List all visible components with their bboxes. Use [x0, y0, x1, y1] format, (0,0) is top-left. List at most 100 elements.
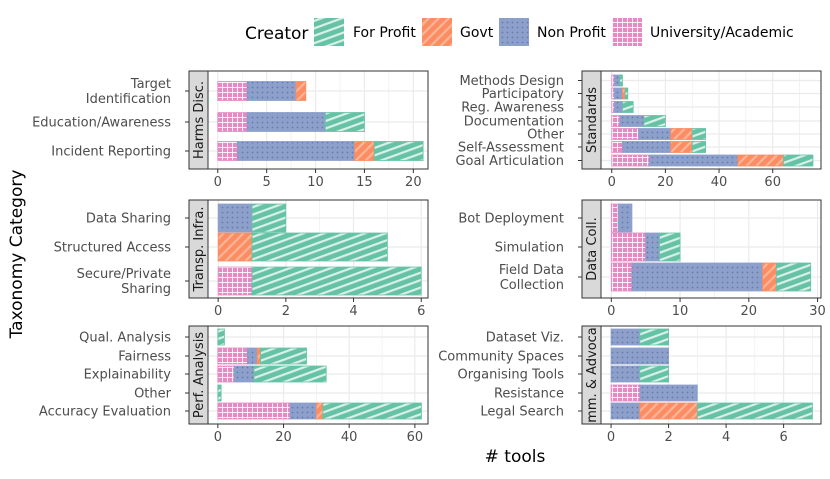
bar-transp-infra-data-sharing-non-profit [217, 203, 253, 233]
y-label-target-identification: Target Identification [86, 77, 171, 107]
x-tick-label: 2 [664, 430, 672, 445]
bar-perf-analysis-accuracy-evaluation-non-profit [289, 402, 317, 420]
bar-mm-advoca-dataset-viz-for-profit [639, 328, 669, 346]
x-tick-label: 0 [214, 304, 222, 319]
bar-standards-other-university-academic [611, 128, 639, 140]
bar-standards-goal-articulation-for-profit [783, 154, 814, 167]
bar-standards-participatory-university-academic [611, 87, 615, 100]
bar-harms-disc-education-awareness-non-profit [246, 112, 326, 132]
x-tick-label: 0 [607, 430, 615, 445]
panel-border [207, 70, 429, 170]
panel-harms-disc: Harms Disc. 0 5 10 15 20 Target Identification E… [32, 70, 429, 190]
y-label-other: Other [527, 128, 565, 143]
x-tick-label: 40 [341, 430, 358, 445]
bar-standards-documentation-non-profit [619, 115, 645, 127]
bar-standards-self-assessment-non-profit [622, 141, 672, 153]
x-tick-label: 2 [282, 304, 290, 319]
legend-swatch-govt [422, 18, 452, 46]
bar-harms-disc-incident-reporting-non-profit [236, 141, 356, 161]
bar-perf-analysis-explainability-non-profit [233, 365, 255, 383]
y-label-secure-private-sharing: Secure/Private Sharing [77, 267, 171, 297]
bar-transp-infra-structured-access-for-profit [251, 232, 388, 262]
bar-transp-infra-data-sharing-for-profit [251, 203, 287, 233]
y-label-structured-access: Structured Access [54, 241, 172, 256]
bar-harms-disc-incident-reporting-govt [354, 141, 375, 161]
x-tick-label: 20 [275, 430, 292, 445]
bar-harms-disc-target-identification-govt [295, 81, 307, 101]
bar-perf-analysis-accuracy-evaluation-for-profit [322, 402, 422, 420]
bar-data-coll-simulation-non-profit [645, 232, 660, 262]
bar-standards-participatory-govt [622, 87, 626, 100]
panel-standards: Standards 0 20 40 60 Methods DesignParticipat… [455, 70, 822, 190]
bar-data-coll-field-data-collection-for-profit [775, 262, 812, 292]
bar-standards-methods-design-for-profit [619, 74, 623, 87]
facet-label-harms-disc: Harms Disc. [192, 81, 207, 159]
bar-data-coll-simulation-for-profit [659, 232, 681, 262]
bar-perf-analysis-fairness-non-profit [247, 347, 258, 365]
panel-border [207, 199, 429, 299]
bar-harms-disc-target-identification-university-academic [217, 81, 248, 101]
x-tick-label: 20 [405, 175, 422, 190]
legend-item-for-profit: For Profit [314, 18, 416, 46]
x-tick-label: 4 [349, 304, 357, 319]
x-tick-label: 0 [607, 304, 615, 319]
bar-standards-self-assessment-for-profit [691, 141, 707, 153]
bar-perf-analysis-accuracy-evaluation-university-academic [217, 402, 291, 420]
bar-standards-self-assessment-university-academic [611, 141, 623, 153]
bar-data-coll-bot-deployment-non-profit [617, 203, 633, 233]
y-label-simulation: Simulation [495, 241, 564, 256]
y-label-reg-awareness: Reg. Awareness [461, 101, 564, 116]
y-label-community-spaces: Community Spaces [438, 350, 564, 365]
y-label-self-assessment: Self-Assessment [458, 141, 564, 156]
facet-label-standards: Standards [585, 87, 600, 153]
facet-label-transp-infra: Transp. Infra. [192, 207, 207, 293]
panel-border [207, 325, 429, 425]
x-tick-label: 6 [417, 304, 425, 319]
y-label-fairness: Fairness [118, 350, 171, 365]
y-label-qual-analysis: Qual. Analysis [79, 331, 171, 346]
x-tick-label: 60 [407, 430, 424, 445]
legend-label-non-profit: Non Profit [537, 25, 606, 41]
legend-item-non-profit: Non Profit [499, 18, 606, 46]
bar-standards-documentation-university-academic [611, 115, 621, 127]
bar-data-coll-bot-deployment-university-academic [610, 203, 619, 233]
x-tick-label: 0 [608, 175, 616, 190]
bar-transp-infra-structured-access-govt [217, 232, 253, 262]
panel-transp-infra: Transp. Infra. 0 2 4 6 Data Sharing Structured… [54, 199, 429, 319]
bar-perf-analysis-qual-analysis-for-profit [217, 328, 225, 346]
bar-perf-analysis-explainability-university-academic [217, 365, 235, 383]
x-tick-label: 30 [809, 304, 826, 319]
bar-transp-infra-secure-private-sharing-for-profit [251, 266, 422, 296]
legend-title: Creator [245, 24, 308, 44]
legend-item-govt: Govt [422, 18, 494, 46]
bar-perf-analysis-other-for-profit [217, 384, 222, 402]
bar-mm-advoca-dataset-viz-non-profit [610, 328, 641, 346]
panel-mm-advoca: mm. & Advoca 0 2 4 6 Dataset Viz. Community Sp… [438, 325, 822, 445]
y-label-incident-reporting: Incident Reporting [51, 145, 171, 160]
y-label-participatory: Participatory [482, 87, 565, 102]
bar-standards-reg-awareness-for-profit [622, 101, 634, 113]
bar-standards-participatory-non-profit [614, 87, 623, 100]
bar-perf-analysis-explainability-for-profit [253, 365, 327, 383]
y-label-goal-articulation: Goal Articulation [455, 154, 564, 169]
bar-data-coll-field-data-collection-govt [762, 262, 777, 292]
bar-data-coll-field-data-collection-non-profit [631, 262, 763, 292]
panel-border [600, 70, 822, 170]
facet-label-perf-analysis: Perf. Analysis [192, 332, 207, 418]
bar-mm-advoca-organising-tools-non-profit [610, 365, 641, 383]
panel-border [600, 325, 822, 425]
bar-standards-reg-awareness-university-academic [611, 101, 615, 113]
y-label-other: Other [134, 387, 172, 402]
bar-harms-disc-target-identification-non-profit [246, 81, 297, 101]
legend: Creator For Profit Govt Non Profit Unive… [245, 18, 794, 46]
bar-harms-disc-education-awareness-university-academic [217, 112, 248, 132]
facet-label-mm-advoca: mm. & Advoca [585, 327, 600, 423]
panel-perf-analysis: Perf. Analysis 0 20 40 60 Qual. Analysis Fairn… [39, 325, 429, 445]
x-tick-label: 15 [356, 175, 373, 190]
y-label-resistance: Resistance [494, 387, 564, 402]
legend-swatch-non-profit [499, 18, 529, 46]
bar-perf-analysis-fairness-govt [256, 347, 261, 365]
bar-standards-other-non-profit [638, 128, 672, 140]
